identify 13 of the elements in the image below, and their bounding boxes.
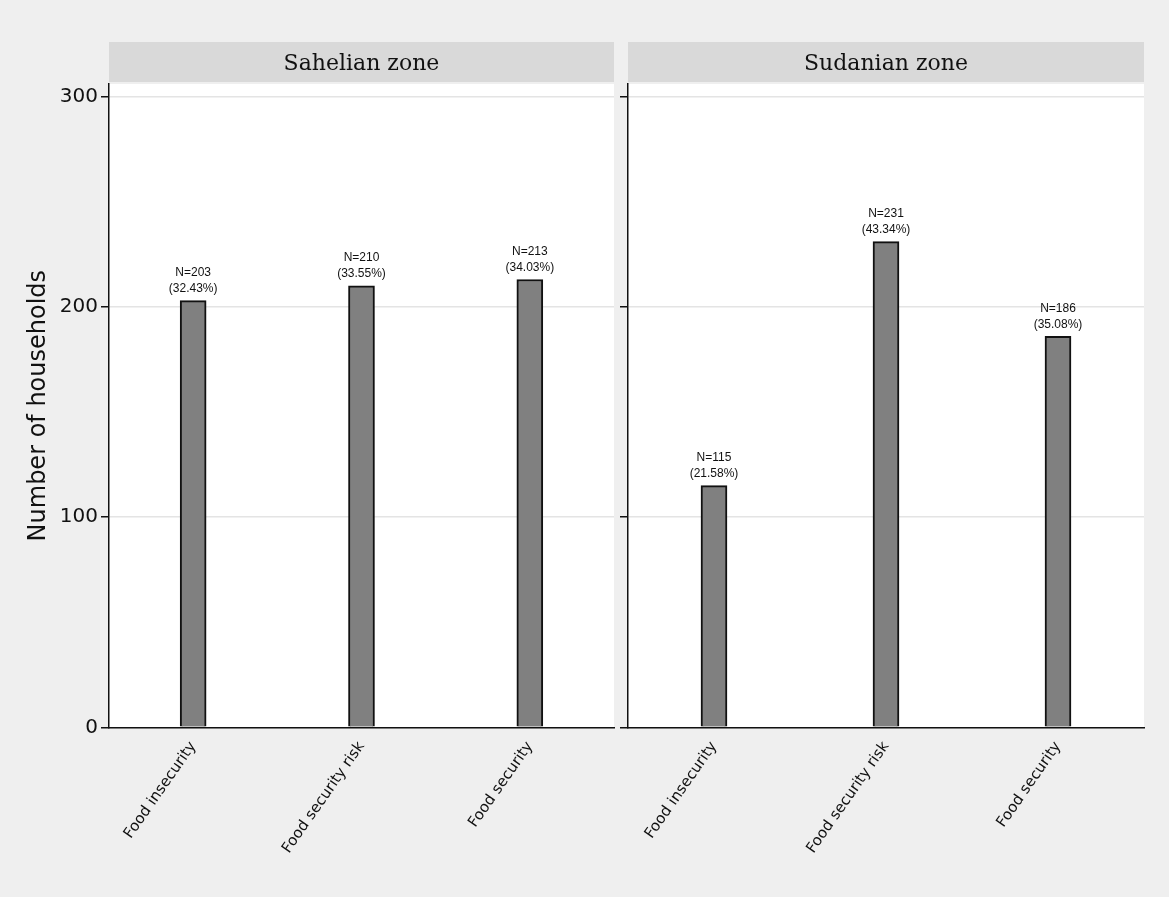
data-label: N=115 (21.58%) xyxy=(689,449,739,480)
chart-title: Sudanian zone xyxy=(628,42,1144,82)
y-axis-title: Number of households xyxy=(22,269,51,542)
y-tick-label: 200 xyxy=(59,293,98,318)
data-label: N=231 (43.34%) xyxy=(861,206,911,236)
data-label: N=203 (32.43%) xyxy=(168,264,218,295)
y-tick-label: 300 xyxy=(59,82,98,107)
chart-title: Sahelian zone xyxy=(108,42,614,82)
data-label: N=210 (33.55%) xyxy=(337,250,386,281)
y-tick-label: 0 xyxy=(85,713,98,738)
data-label: N=213 (34.03%) xyxy=(505,243,555,274)
data-label: N=186 (35.08%) xyxy=(1033,300,1083,331)
y-tick-label: 100 xyxy=(59,503,98,528)
